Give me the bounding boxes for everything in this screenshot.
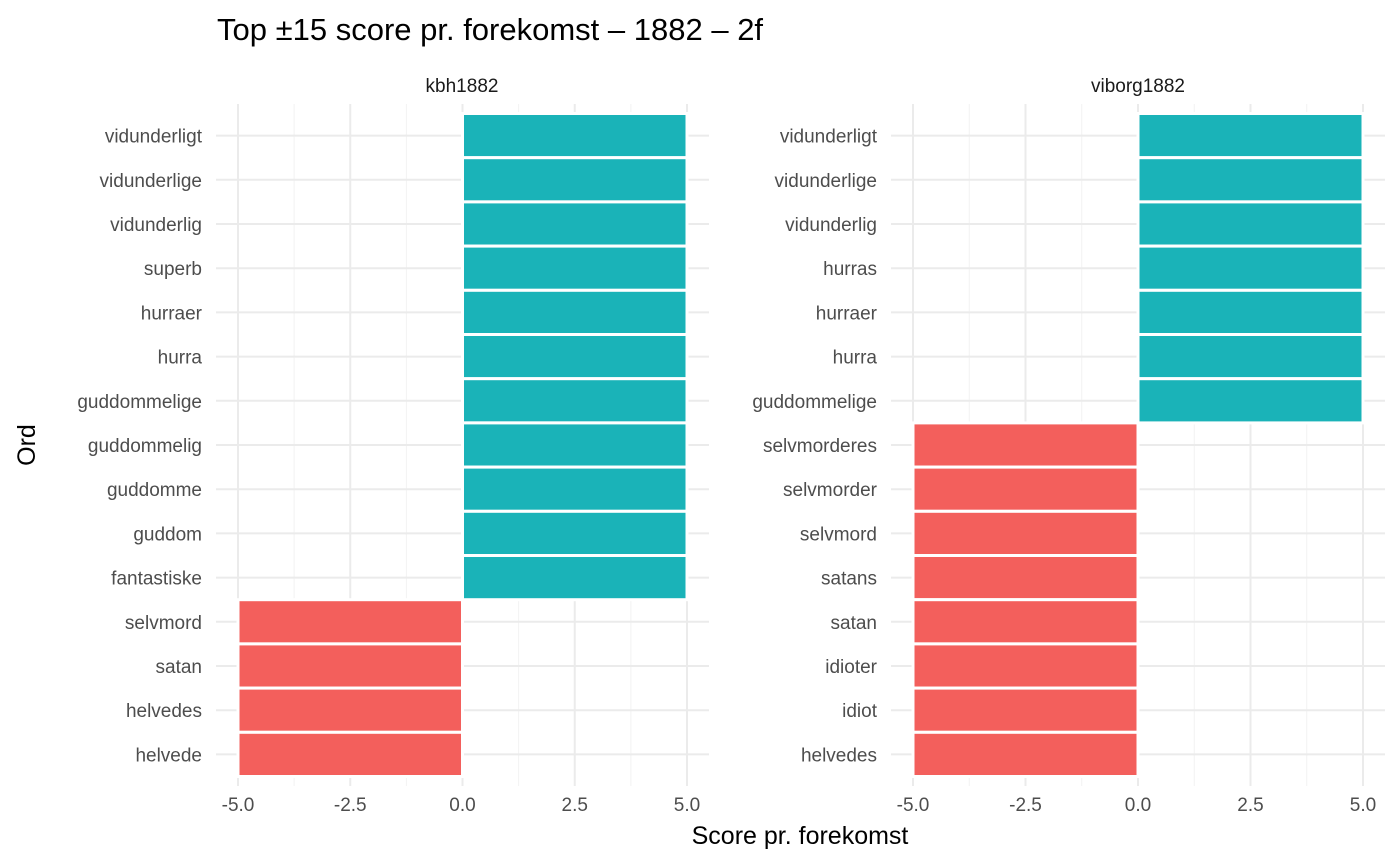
x-tick-label: 2.5 — [1237, 795, 1263, 816]
y-tick-label: satan — [831, 613, 877, 634]
bar-guddommelige — [461, 377, 689, 425]
bar-hurra — [1136, 333, 1365, 381]
y-tick-label: selvmorder — [783, 480, 878, 501]
y-tick-label: vidunderligt — [105, 127, 203, 148]
bar-fantastiske — [461, 554, 689, 602]
bar-hurra — [461, 333, 689, 381]
x-tick-label: -5.0 — [897, 795, 930, 816]
bar-vidunderlige — [1136, 156, 1365, 204]
y-tick-label: helvedes — [126, 701, 202, 722]
facet-strip-label: kbh1882 — [426, 76, 499, 97]
x-tick-label: 5.0 — [674, 795, 700, 816]
y-tick-label: hurra — [158, 348, 203, 369]
y-tick-label: vidunderlig — [110, 215, 202, 236]
bar-selvmord — [911, 509, 1140, 557]
y-tick-label: guddommelige — [77, 392, 202, 413]
bar-vidunderlig — [461, 200, 689, 248]
bar-hurraer — [1136, 288, 1365, 336]
y-tick-label: vidunderlige — [775, 171, 877, 192]
y-tick-label: satans — [821, 569, 877, 590]
y-tick-label: guddommelige — [752, 392, 877, 413]
x-tick-label: -2.5 — [334, 795, 367, 816]
y-tick-label: hurraer — [816, 303, 878, 324]
bar-superb — [461, 244, 689, 292]
bar-hurraer — [461, 288, 689, 336]
y-tick-label: guddommelig — [88, 436, 202, 457]
facet-panel-viborg1882: viborg1882 vidunderligt vidunderlige vidund… — [752, 76, 1385, 816]
x-tick-label: 0.0 — [1125, 795, 1151, 816]
bar-guddomme — [461, 465, 689, 513]
x-axis-label: Score pr. forekomst — [692, 822, 909, 850]
y-tick-label: fantastiske — [111, 569, 202, 590]
y-tick-label: vidunderligt — [780, 127, 878, 148]
bar-guddommelige — [1136, 377, 1365, 425]
facet-panels: kbh1882 vidunderligt vidunderlige vidunderl… — [77, 76, 1385, 816]
bar-hurras — [1136, 244, 1365, 292]
bar-selvmorder — [911, 465, 1140, 513]
bar-idiot — [911, 686, 1140, 734]
bar-guddommelig — [461, 421, 689, 469]
y-tick-label: hurras — [823, 259, 877, 280]
bar-helvedes — [236, 686, 464, 734]
y-tick-label: superb — [144, 259, 202, 280]
bar-vidunderlig — [1136, 200, 1365, 248]
bar-helvedes — [911, 730, 1140, 778]
y-tick-label: idiot — [842, 701, 878, 722]
y-tick-label: hurraer — [141, 303, 203, 324]
bar-vidunderlige — [461, 156, 689, 204]
bar-helvede — [236, 730, 464, 778]
x-tick-label: 0.0 — [449, 795, 475, 816]
x-tick-label: -2.5 — [1009, 795, 1042, 816]
y-tick-label: satan — [156, 657, 202, 678]
y-tick-label: vidunderlige — [100, 171, 202, 192]
bar-vidunderligt — [1136, 112, 1365, 160]
bar-satan — [911, 598, 1140, 646]
bar-vidunderligt — [461, 112, 689, 160]
facet-panel-kbh1882: kbh1882 vidunderligt vidunderlige vidunderl… — [77, 76, 709, 816]
y-axis-label: Ord — [13, 424, 41, 466]
x-tick-label: 2.5 — [562, 795, 588, 816]
bar-guddom — [461, 509, 689, 557]
bar-satan — [236, 642, 464, 690]
x-tick-label: 5.0 — [1350, 795, 1376, 816]
x-tick-label: -5.0 — [222, 795, 255, 816]
bar-selvmorderes — [911, 421, 1140, 469]
y-tick-label: selvmord — [125, 613, 202, 634]
y-tick-label: selvmord — [800, 524, 877, 545]
y-tick-label: selvmorderes — [763, 436, 877, 457]
y-tick-label: hurra — [833, 348, 878, 369]
y-tick-label: vidunderlig — [785, 215, 877, 236]
chart-title: Top ±15 score pr. forekomst – 1882 – 2f — [217, 12, 763, 47]
bar-idioter — [911, 642, 1140, 690]
bar-satans — [911, 554, 1140, 602]
y-tick-label: guddomme — [107, 480, 202, 501]
y-tick-label: helvede — [135, 745, 202, 766]
facet-strip-label: viborg1882 — [1091, 76, 1185, 97]
y-tick-label: guddom — [133, 524, 202, 545]
y-tick-label: idioter — [825, 657, 877, 678]
bar-selvmord — [236, 598, 464, 646]
y-tick-label: helvedes — [801, 745, 877, 766]
